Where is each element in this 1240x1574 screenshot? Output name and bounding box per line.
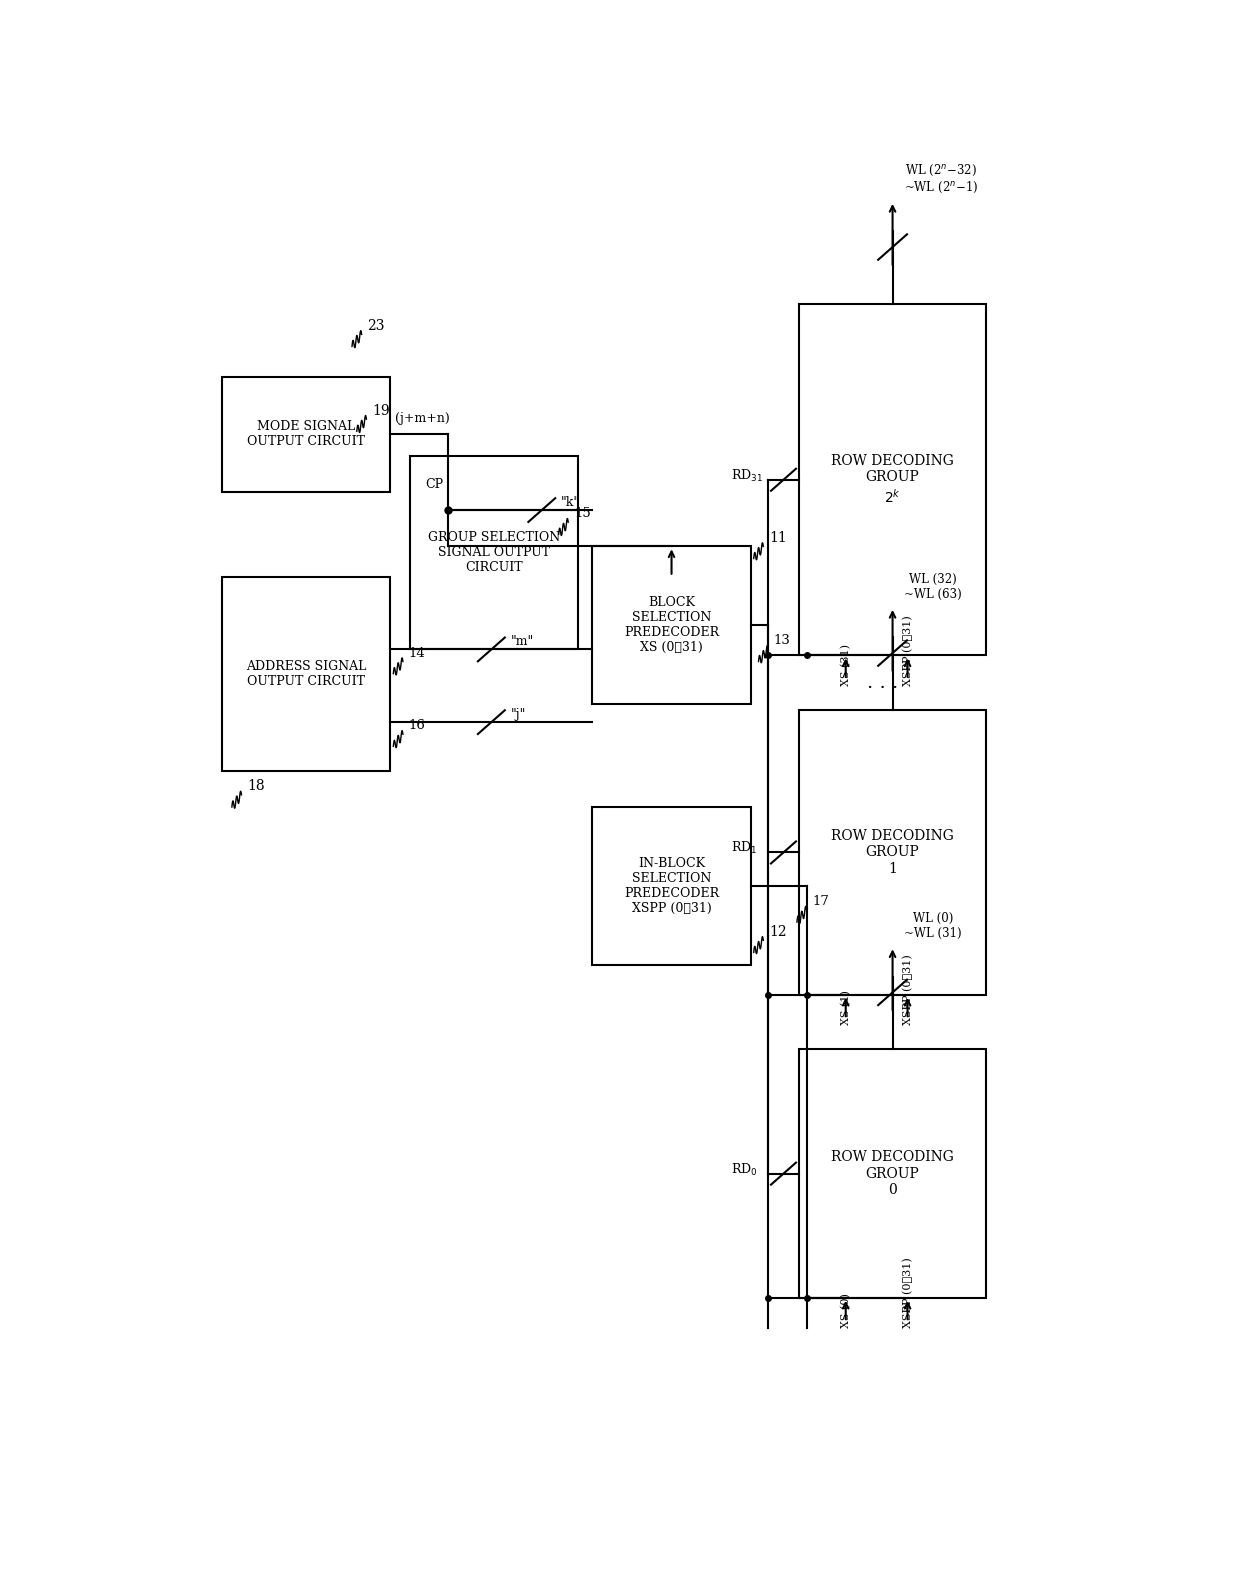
Text: GROUP SELECTION
SIGNAL OUTPUT
CIRCUIT: GROUP SELECTION SIGNAL OUTPUT CIRCUIT xyxy=(428,530,560,575)
Text: . . .: . . . xyxy=(867,674,899,691)
Text: 12: 12 xyxy=(769,926,786,938)
Text: IN-BLOCK
SELECTION
PREDECODER
XSPP (0∱31): IN-BLOCK SELECTION PREDECODER XSPP (0∱31… xyxy=(624,856,719,914)
Bar xyxy=(593,546,750,704)
Text: WL (32)
~WL (63): WL (32) ~WL (63) xyxy=(904,573,962,601)
Text: CP: CP xyxy=(425,478,444,491)
Text: MODE SIGNAL
OUTPUT CIRCUIT: MODE SIGNAL OUTPUT CIRCUIT xyxy=(247,420,366,449)
Text: 11: 11 xyxy=(769,530,787,545)
Text: 19: 19 xyxy=(372,403,389,417)
Bar xyxy=(593,807,750,965)
Text: ROW DECODING
GROUP
$2^k$: ROW DECODING GROUP $2^k$ xyxy=(831,455,954,505)
Bar xyxy=(409,455,578,650)
Text: 17: 17 xyxy=(812,896,830,908)
Text: 16: 16 xyxy=(409,719,425,732)
Bar xyxy=(222,576,391,771)
Text: WL (0)
~WL (31): WL (0) ~WL (31) xyxy=(904,913,962,940)
Text: ADDRESS SIGNAL
OUTPUT CIRCUIT: ADDRESS SIGNAL OUTPUT CIRCUIT xyxy=(247,660,367,688)
Text: 13: 13 xyxy=(774,634,791,647)
Text: ROW DECODING
GROUP
0: ROW DECODING GROUP 0 xyxy=(831,1151,954,1196)
Text: "k": "k" xyxy=(560,496,580,508)
Bar xyxy=(799,1050,986,1299)
Text: RD$_{31}$: RD$_{31}$ xyxy=(730,467,763,483)
Text: 15: 15 xyxy=(574,507,590,519)
Text: (j+m+n): (j+m+n) xyxy=(396,412,450,425)
Text: 14: 14 xyxy=(409,647,425,660)
Text: 23: 23 xyxy=(367,320,384,332)
Text: XSPP (0∱31): XSPP (0∱31) xyxy=(903,954,913,1025)
Text: XSPP (0∱31): XSPP (0∱31) xyxy=(903,1258,913,1328)
Text: BLOCK
SELECTION
PREDECODER
XS (0∱31): BLOCK SELECTION PREDECODER XS (0∱31) xyxy=(624,597,719,655)
Text: WL (2$^n$−32)
~WL (2$^n$−1): WL (2$^n$−32) ~WL (2$^n$−1) xyxy=(904,162,978,195)
Text: XS (1): XS (1) xyxy=(841,990,851,1025)
Text: XS (31): XS (31) xyxy=(841,644,851,686)
Text: "m": "m" xyxy=(511,634,533,648)
Text: "j": "j" xyxy=(511,708,526,721)
Text: ROW DECODING
GROUP
1: ROW DECODING GROUP 1 xyxy=(831,829,954,875)
Text: RD$_1$: RD$_1$ xyxy=(730,841,756,856)
Text: XSPP (0∱31): XSPP (0∱31) xyxy=(903,615,913,686)
Text: RD$_0$: RD$_0$ xyxy=(730,1162,758,1177)
Bar xyxy=(222,376,391,491)
Bar xyxy=(799,710,986,995)
Text: XS (0): XS (0) xyxy=(841,1294,851,1328)
Text: 18: 18 xyxy=(247,779,265,793)
Bar xyxy=(799,304,986,655)
